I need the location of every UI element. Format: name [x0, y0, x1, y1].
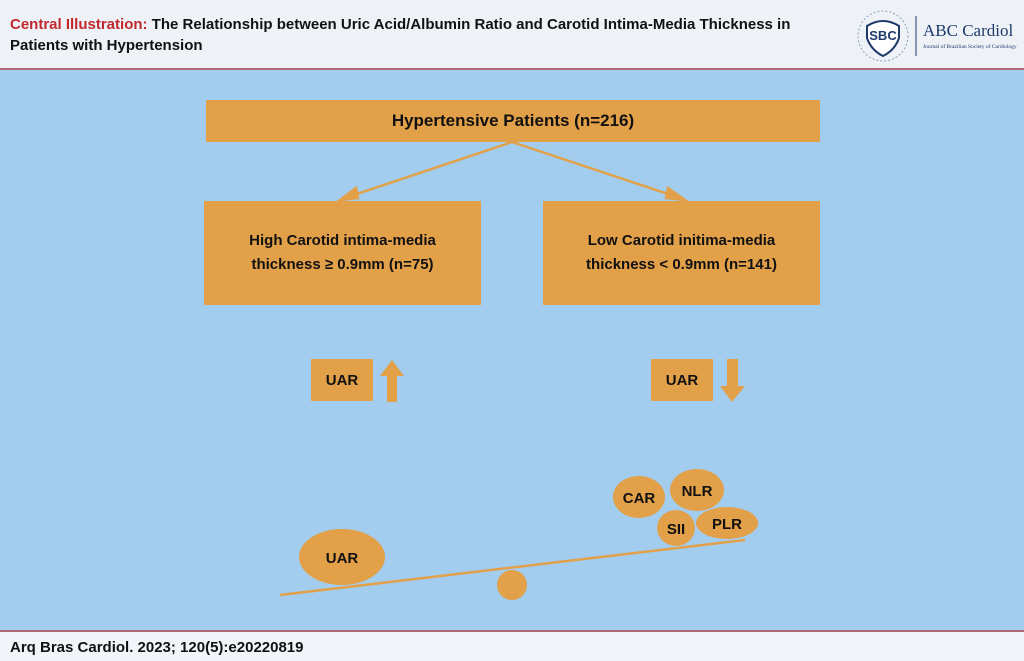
title-text: The Relationship between Uric Acid/Album…: [10, 16, 791, 54]
logo-emblem: SBC: [869, 28, 897, 43]
uar-low-label: UAR: [665, 371, 699, 389]
uar-high-box: UAR: [311, 359, 373, 401]
car-weight: [613, 476, 665, 518]
plr-label: PLR: [712, 516, 742, 533]
high-cimt-line1: High Carotid intima-media: [249, 232, 436, 249]
journal-logo: SBC ABC Cardiol Journal of Brazilian Soc…: [855, 8, 1020, 64]
arrow-up-icon: [380, 360, 404, 402]
citation: Arq Bras Cardiol. 2023; 120(5):e20220819: [10, 639, 304, 656]
low-cimt-line1: Low Carotid initima-media: [587, 232, 776, 249]
arrow-down-icon: [720, 359, 745, 402]
sii-weight: [657, 510, 695, 546]
car-label: CAR: [623, 490, 656, 507]
plr-weight: [696, 507, 758, 539]
footer: Arq Bras Cardiol. 2023; 120(5):e20220819: [0, 630, 1024, 661]
high-cimt-line2: thickness ≥ 0.9mm (n=75): [251, 256, 434, 273]
root-box: Hypertensive Patients (n=216): [206, 100, 820, 142]
header: Central Illustration: The Relationship b…: [0, 0, 1024, 70]
arrow-right-head: [664, 185, 690, 202]
arrow-left-head: [335, 185, 360, 202]
uar-weight-label: UAR: [326, 550, 359, 567]
low-cimt-line2: thickness < 0.9mm (n=141): [586, 256, 777, 273]
uar-high-label: UAR: [325, 371, 359, 389]
uar-weight: [299, 529, 385, 585]
root-label: Hypertensive Patients (n=216): [391, 111, 635, 130]
logo-subtitle: Journal of Brazilian Society of Cardiolo…: [923, 43, 1017, 50]
nlr-label: NLR: [682, 483, 713, 500]
logo-journal: ABC Cardiol: [923, 21, 1013, 40]
arrow-left-connector: [344, 140, 513, 200]
high-cimt-box: High Carotid intima-media thickness ≥ 0.9…: [204, 201, 481, 305]
title-lead: Central Illustration:: [10, 16, 148, 33]
page-title: Central Illustration: The Relationship b…: [10, 14, 810, 56]
low-cimt-box: Low Carotid initima-media thickness < 0.9…: [543, 201, 820, 305]
arrow-right-connector: [511, 140, 681, 200]
uar-low-box: UAR: [651, 359, 713, 401]
nlr-weight: [670, 469, 724, 511]
diagram-area: Hypertensive Patients (n=216) High Carot…: [0, 70, 1024, 630]
seesaw-fulcrum: [497, 570, 527, 600]
sii-label: SII: [667, 521, 685, 538]
seesaw-beam: [279, 538, 746, 597]
